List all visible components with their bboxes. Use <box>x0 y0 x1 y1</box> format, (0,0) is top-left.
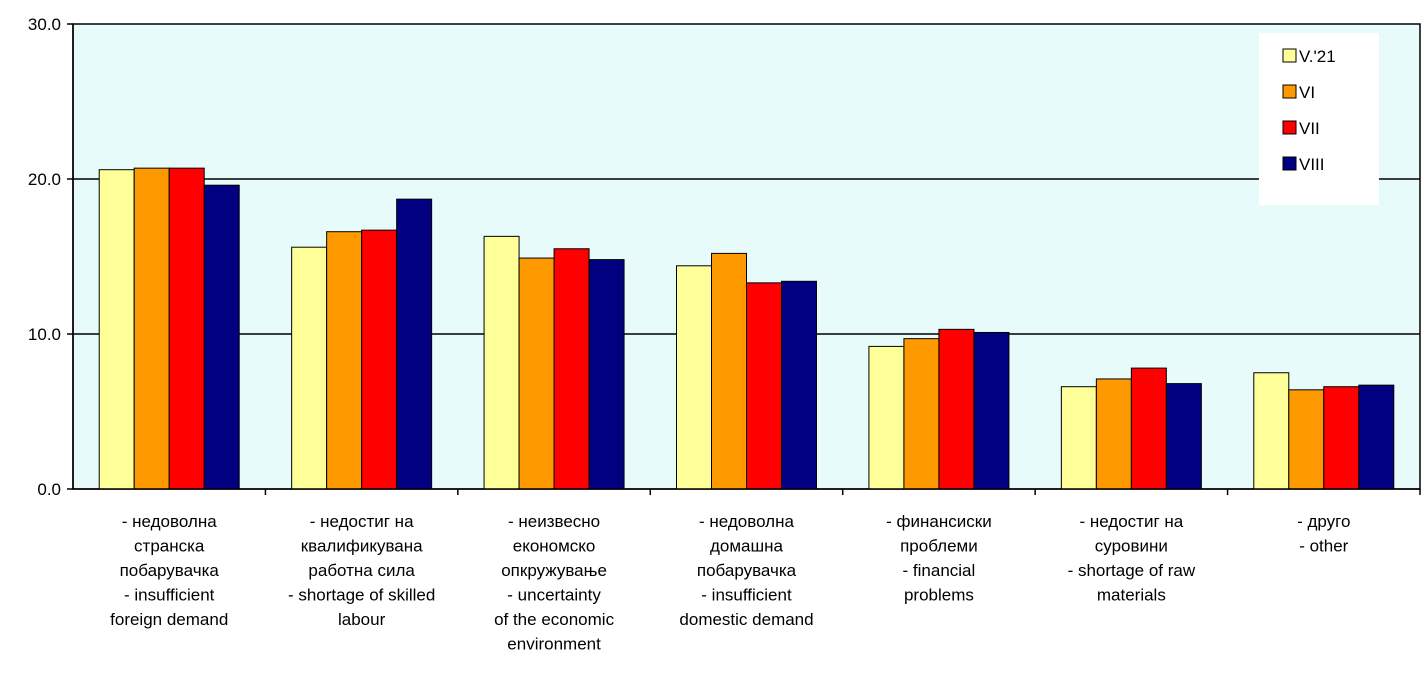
legend-swatch <box>1282 120 1297 135</box>
bar-VIII-4 <box>973 331 1010 490</box>
bar-V21-0 <box>98 169 135 490</box>
bar-VII-6 <box>1323 386 1360 490</box>
bar-V21-1 <box>291 246 328 490</box>
legend-label: VIII <box>1299 155 1325 174</box>
category-label: - друго - other <box>1297 512 1350 556</box>
y-tick-label: 30.0 <box>28 15 61 34</box>
bar-VIII-3 <box>781 280 817 490</box>
legend-label: VII <box>1299 119 1320 138</box>
bar-VIII-0 <box>203 184 240 490</box>
legend-box <box>1259 33 1379 205</box>
bars <box>98 167 1395 490</box>
bar-VII-2 <box>553 248 590 490</box>
legend-swatch <box>1282 84 1297 99</box>
category-label: - финансиски проблеми - financial problems <box>886 512 992 605</box>
bar-V21-6 <box>1253 372 1290 490</box>
bar-VI-2 <box>518 257 555 490</box>
legend-label: V.'21 <box>1299 47 1336 66</box>
bar-VI-6 <box>1288 389 1325 490</box>
legend-label: VI <box>1299 83 1315 102</box>
bar-V21-4 <box>868 345 905 490</box>
legend-swatch <box>1282 156 1297 171</box>
bar-VII-3 <box>746 282 782 490</box>
y-tick-label: 0.0 <box>37 480 61 499</box>
category-label: - недостиг на суровини - shortage of raw ma… <box>1068 512 1196 605</box>
x-axis-labels: - недоволна странска побарувачка - insuffic… <box>110 512 1350 654</box>
category-label: - недоволна странска побарувачка - insuffic… <box>110 512 228 629</box>
y-tick-label: 10.0 <box>28 325 61 344</box>
category-label: - недоволна домашна побарувачка - insuffici… <box>679 512 813 629</box>
bar-VIII-5 <box>1165 383 1202 490</box>
bar-VI-1 <box>326 231 363 490</box>
bar-VIII-6 <box>1358 384 1395 490</box>
bar-VII-1 <box>361 229 398 490</box>
bar-VI-5 <box>1095 378 1132 490</box>
bar-V21-3 <box>676 265 712 490</box>
legend-swatch <box>1282 48 1297 63</box>
bar-VII-4 <box>938 328 975 490</box>
bar-VII-5 <box>1130 367 1167 490</box>
axes <box>72 24 1421 495</box>
y-axis-ticks: 0.0 10.0 20.0 30.0 <box>28 15 73 499</box>
legend: V.'21 VI VII VIII <box>1259 33 1379 205</box>
bar-V21-2 <box>483 235 520 490</box>
category-label: - неизвесно економско опкружување - uncerta… <box>494 512 615 654</box>
y-tick-label: 20.0 <box>28 170 61 189</box>
bar-VI-4 <box>903 338 940 490</box>
bar-VIII-2 <box>588 259 625 490</box>
bar-VI-0 <box>133 167 170 490</box>
bar-VII-0 <box>168 167 205 490</box>
bar-VIII-1 <box>396 198 433 490</box>
bar-V21-5 <box>1060 386 1097 490</box>
bar-VI-3 <box>711 252 747 490</box>
category-label: - недостиг на квалификувана работна сила - … <box>288 512 435 629</box>
